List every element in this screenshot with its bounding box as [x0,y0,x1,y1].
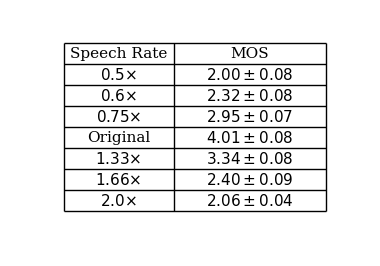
Text: $0.5{\times}$: $0.5{\times}$ [100,67,137,83]
Text: $2.06 \pm 0.04$: $2.06 \pm 0.04$ [206,193,294,209]
Text: $3.34 \pm 0.08$: $3.34 \pm 0.08$ [206,151,293,167]
Text: Speech Rate: Speech Rate [70,47,168,61]
Text: $2.40 \pm 0.09$: $2.40 \pm 0.09$ [206,172,294,188]
Text: MOS: MOS [231,47,269,61]
Text: $1.33{\times}$: $1.33{\times}$ [95,151,142,167]
Text: $4.01 \pm 0.08$: $4.01 \pm 0.08$ [206,130,293,146]
Text: $0.75{\times}$: $0.75{\times}$ [96,109,141,125]
Text: $0.6{\times}$: $0.6{\times}$ [100,88,137,104]
Text: $1.66{\times}$: $1.66{\times}$ [95,172,142,188]
Text: $2.32 \pm 0.08$: $2.32 \pm 0.08$ [206,88,293,104]
Text: $2.00 \pm 0.08$: $2.00 \pm 0.08$ [206,67,293,83]
Text: $2.95 \pm 0.07$: $2.95 \pm 0.07$ [206,109,293,125]
Text: $2.0{\times}$: $2.0{\times}$ [100,193,137,209]
Text: Original: Original [87,131,150,145]
